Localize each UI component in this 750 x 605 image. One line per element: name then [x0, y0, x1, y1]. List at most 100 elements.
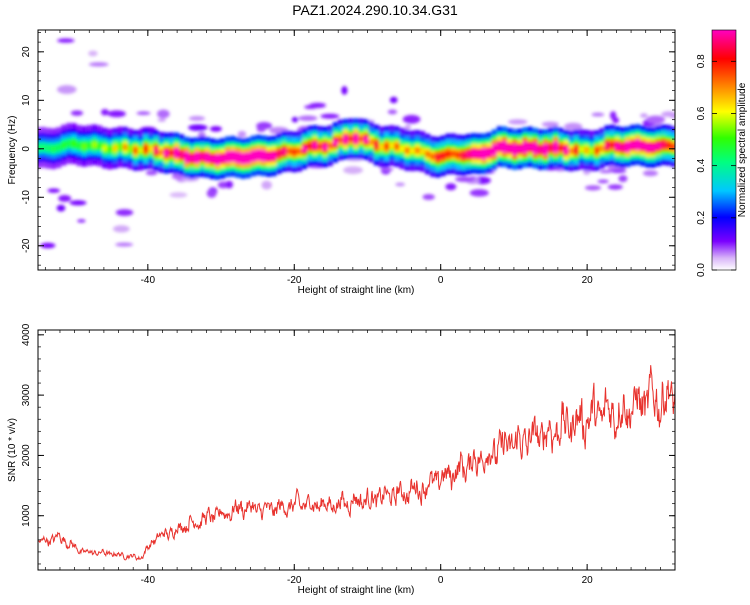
noise-patch — [57, 85, 77, 94]
noise-patch — [404, 124, 412, 130]
ridge-cell — [553, 143, 559, 150]
ridge-cell — [471, 150, 477, 157]
ridge-cell — [604, 142, 610, 149]
snr-x-label: Height of straight line (km) — [298, 585, 415, 596]
noise-patch — [612, 117, 620, 124]
noise-patch — [304, 105, 318, 110]
noise-patch — [261, 180, 272, 190]
ridge-cell — [38, 144, 41, 151]
ridge-cell — [450, 150, 456, 157]
noise-patch — [88, 50, 98, 57]
noise-patch — [157, 118, 166, 122]
ridge-cell — [645, 144, 651, 151]
ridge-cell — [286, 148, 292, 155]
spectrogram-y-tick-label: 10 — [21, 94, 32, 106]
noise-patch — [58, 195, 72, 202]
ridge-cell — [599, 145, 605, 152]
ridge-cell — [261, 152, 267, 159]
ridge-cell — [455, 152, 461, 158]
noise-patch — [341, 86, 348, 95]
ridge-cell — [76, 142, 82, 149]
ridge-cell — [373, 142, 379, 149]
noise-patch — [70, 110, 84, 116]
noise-patch — [57, 38, 75, 43]
noise-patch — [88, 62, 109, 67]
noise-patch — [225, 180, 234, 189]
spectrogram-x-tick-label: -20 — [287, 275, 302, 286]
spectrogram-x-ticks: -40 -20 0 20 — [44, 30, 676, 286]
ridge-cell — [486, 149, 492, 156]
ridge-cell — [71, 140, 77, 147]
ridge-cell — [419, 148, 426, 155]
noise-patch — [389, 96, 398, 104]
ridge-cell — [445, 150, 451, 157]
noise-patch — [563, 122, 583, 131]
ridge-cell — [368, 139, 374, 145]
noise-patch — [607, 184, 623, 190]
ridge-cell — [245, 154, 251, 161]
noise-patch — [584, 185, 602, 191]
noise-patch — [320, 113, 340, 119]
colorbar-tick-label: 0.0 — [696, 263, 707, 277]
noise-patch — [387, 109, 398, 115]
noise-patch — [188, 115, 206, 121]
ridge-cell — [404, 147, 410, 154]
noise-patch — [640, 113, 648, 118]
noise-patch — [47, 188, 61, 193]
ridge-cell — [394, 143, 400, 150]
ridge-cell — [153, 147, 159, 154]
ridge-cell — [537, 146, 543, 153]
spectrogram-heatmap — [38, 38, 675, 249]
ridge-cell — [619, 144, 625, 151]
ridge-cell — [517, 145, 523, 152]
spectrogram-x-tick-label: 20 — [582, 275, 594, 286]
ridge-cell — [112, 145, 118, 152]
noise-patch — [599, 169, 613, 174]
ridge-cell — [353, 135, 359, 142]
snr-y-label: SNR (10 * v/v) — [7, 418, 18, 482]
snr-x-tick-label: 20 — [582, 575, 594, 586]
ridge-cell — [291, 149, 297, 155]
spectrogram-frame — [37, 29, 676, 271]
noise-patch — [237, 130, 247, 138]
ridge-cell — [250, 153, 256, 159]
snr-y-tick-label: 4000 — [21, 323, 32, 346]
ridge-cell — [220, 155, 226, 162]
ridge-cell — [440, 152, 446, 159]
ridge-cell — [40, 144, 46, 151]
noise-patch — [112, 225, 130, 233]
noise-patch — [646, 115, 666, 124]
ridge-cell — [312, 142, 318, 149]
spectrogram-y-tick-label: -10 — [21, 190, 32, 205]
noise-patch — [642, 170, 658, 177]
ridge-cell — [609, 142, 615, 148]
noise-patch — [402, 114, 421, 124]
noise-patch — [507, 119, 528, 125]
ridge-cell — [281, 148, 287, 155]
ridge-cell — [650, 144, 656, 151]
ridge-cell — [614, 143, 620, 150]
ridge-cell — [117, 144, 123, 150]
ridge-cell — [337, 137, 344, 143]
ridge-cell — [501, 143, 508, 150]
ridge-cell — [414, 147, 420, 154]
ridge-cell — [240, 155, 246, 162]
noise-patch — [157, 109, 170, 119]
colorbar-label: Normalized spectral amplitude — [737, 82, 748, 217]
noise-patch — [136, 111, 151, 116]
noise-patch — [188, 124, 208, 131]
ridge-cell — [56, 144, 62, 151]
noise-patch — [100, 109, 109, 116]
colorbar: 0.0 0.2 0.4 0.6 0.8 Normalized spectral ampl… — [696, 29, 748, 277]
ridge-cell — [522, 144, 528, 151]
noise-patch — [343, 166, 363, 175]
ridge-cell — [578, 146, 584, 153]
ridge-cell — [143, 146, 149, 152]
noise-patch — [469, 189, 489, 197]
ridge-cell — [230, 153, 236, 160]
ridge-cell — [235, 154, 241, 161]
colorbar-tick-label: 0.6 — [696, 106, 707, 120]
ridge-cell — [189, 155, 195, 162]
spectrogram-energy — [38, 38, 675, 249]
ridge-cell — [214, 156, 221, 163]
